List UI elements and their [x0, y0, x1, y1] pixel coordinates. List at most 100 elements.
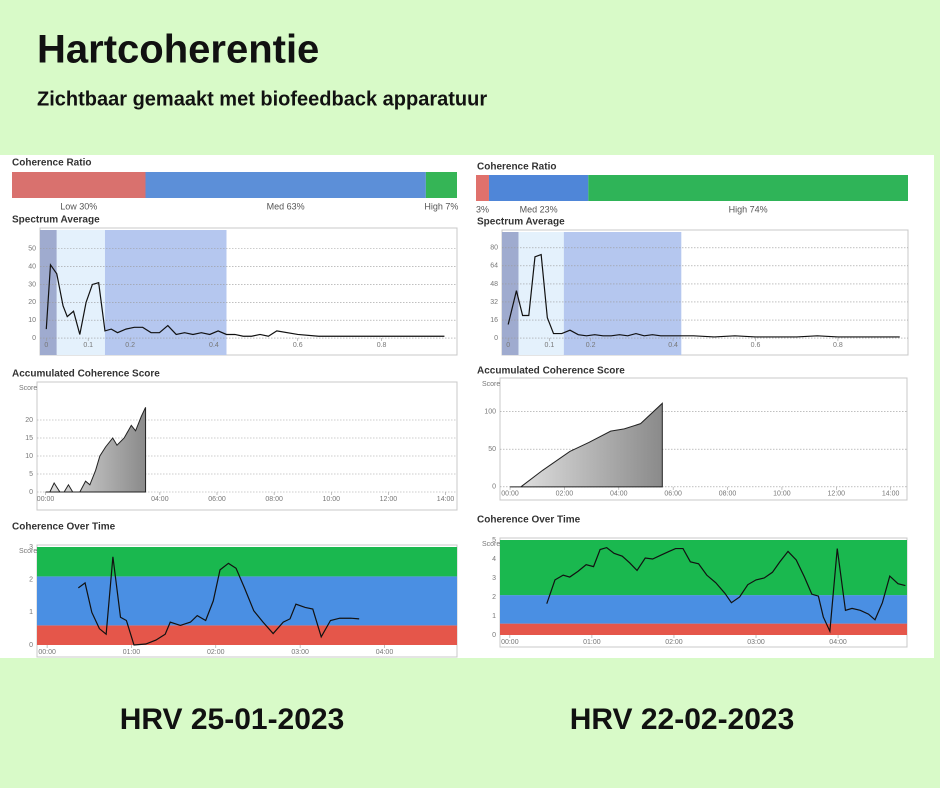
y-tick-label: 64	[490, 263, 498, 270]
x-tick-label: 14:00	[882, 491, 900, 498]
y-tick-label: 50	[488, 446, 496, 453]
y-tick-label: 2	[492, 594, 496, 601]
ratio-label: High 7%	[424, 201, 458, 211]
x-tick-label: 04:00	[376, 649, 394, 656]
x-tick-label: 10:00	[773, 491, 791, 498]
y-tick-label: 100	[484, 408, 496, 415]
x-tick-label: 10:00	[323, 496, 341, 503]
data-line	[45, 263, 445, 337]
x-tick-label: 08:00	[265, 496, 283, 503]
x-tick-label: 02:00	[556, 491, 574, 498]
y-tick-label: 3	[492, 575, 496, 582]
y-tick-label: 40	[28, 263, 36, 270]
ratio-label: Med 63%	[267, 201, 305, 211]
x-tick-label: 12:00	[380, 496, 398, 503]
frequency-band	[56, 230, 105, 355]
ratio-segment	[488, 175, 589, 201]
data-line	[546, 546, 906, 634]
x-tick-label: 04:00	[151, 496, 169, 503]
x-tick-label: 08:00	[719, 491, 737, 498]
y-tick-label: 10	[28, 317, 36, 324]
x-tick-label: 0.8	[833, 342, 843, 349]
y-tick-label: 48	[490, 281, 498, 288]
y-tick-label: 32	[490, 299, 498, 306]
x-tick-label: 0.6	[751, 342, 761, 349]
frequency-band	[518, 232, 564, 355]
ratio-segment	[12, 172, 146, 198]
x-tick-label: 00:00	[38, 649, 56, 656]
y-tick-label: 30	[28, 281, 36, 288]
y-axis-label: Score	[19, 548, 37, 555]
y-tick-label: 0	[32, 335, 36, 342]
y-tick-label: 0	[29, 489, 33, 496]
chart-title: Accumulated Coherence Score	[477, 366, 625, 377]
y-tick-label: 50	[28, 246, 36, 253]
x-tick-label: 06:00	[208, 496, 226, 503]
frequency-band	[563, 232, 682, 355]
score-area	[45, 407, 147, 493]
coherence-zone	[37, 547, 457, 577]
data-line	[77, 556, 360, 646]
y-axis-label: Score	[19, 385, 37, 392]
x-tick-label: 00:00	[501, 639, 519, 646]
coherence-zone	[37, 576, 457, 626]
page-title: Hartcoherentie	[37, 28, 319, 72]
x-tick-label: 04:00	[610, 491, 628, 498]
coherence-zone	[37, 625, 457, 645]
ratio-segment	[588, 175, 908, 201]
chart-title: Coherence Ratio	[477, 162, 556, 173]
y-tick-label: 80	[490, 245, 498, 252]
y-tick-label: 1	[29, 609, 33, 616]
ratio-label: Low 30%	[60, 201, 97, 211]
chart-title: Spectrum Average	[477, 217, 565, 228]
y-tick-label: 20	[25, 417, 33, 424]
caption: HRV 25-01-2023	[120, 703, 345, 736]
x-tick-label: 0.8	[377, 342, 387, 349]
y-tick-label: 5	[29, 471, 33, 478]
x-tick-label: 01:00	[123, 649, 141, 656]
y-tick-label: 20	[28, 299, 36, 306]
y-axis-label: Score	[482, 381, 500, 388]
chart-title: Accumulated Coherence Score	[12, 369, 160, 380]
x-tick-label: 12:00	[828, 491, 846, 498]
chart-title: Coherence Over Time	[12, 522, 116, 533]
x-tick-label: 00:00	[37, 496, 55, 503]
ratio-segment	[425, 172, 457, 198]
x-tick-label: 00:00	[501, 491, 519, 498]
ratio-segment	[145, 172, 426, 198]
x-tick-label: 0	[44, 342, 48, 349]
y-tick-label: 15	[25, 435, 33, 442]
x-tick-label: 02:00	[665, 639, 683, 646]
x-tick-label: 02:00	[207, 649, 225, 656]
data-line	[507, 253, 900, 338]
x-tick-label: 0.4	[209, 342, 219, 349]
y-tick-label: 1	[492, 613, 496, 620]
x-tick-label: 0.1	[83, 342, 93, 349]
y-tick-label: 3	[29, 544, 33, 551]
coherence-zone	[500, 540, 907, 596]
y-tick-label: 0	[494, 335, 498, 342]
x-tick-label: 0.4	[668, 342, 678, 349]
chart-title: Spectrum Average	[12, 215, 100, 226]
y-tick-label: 2	[29, 577, 33, 584]
y-tick-label: 0	[492, 632, 496, 639]
ratio-label: High 74%	[729, 204, 768, 214]
x-tick-label: 0.6	[293, 342, 303, 349]
y-tick-label: 16	[490, 317, 498, 324]
ratio-label: 3%	[476, 204, 489, 214]
coherence-zone	[500, 595, 907, 624]
y-tick-label: 4	[492, 556, 496, 563]
y-tick-label: 0	[29, 642, 33, 649]
caption: HRV 22-02-2023	[570, 703, 795, 736]
page-subtitle: Zichtbaar gemaakt met biofeedback appara…	[37, 88, 487, 110]
x-tick-label: 0	[506, 342, 510, 349]
frequency-band	[502, 232, 519, 355]
y-tick-label: 0	[492, 484, 496, 491]
x-tick-label: 0.2	[586, 342, 596, 349]
x-tick-label: 03:00	[747, 639, 765, 646]
coherence-zone	[500, 623, 907, 635]
x-tick-label: 14:00	[437, 496, 455, 503]
y-tick-label: 10	[25, 453, 33, 460]
chart-title: Coherence Over Time	[477, 515, 581, 526]
